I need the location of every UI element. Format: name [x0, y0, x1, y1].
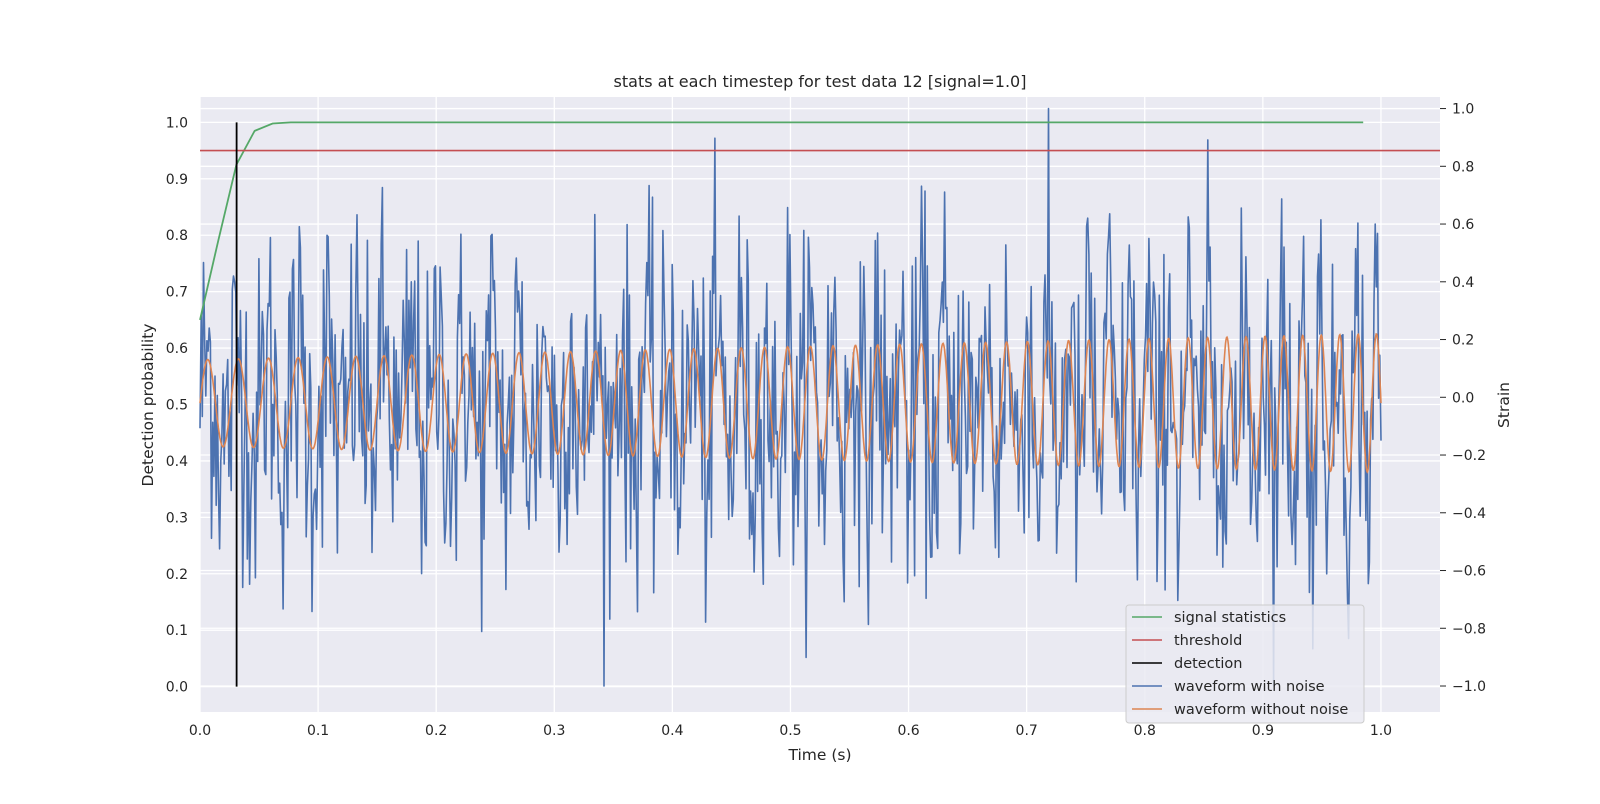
- right-tick-label: 1.0: [1452, 102, 1474, 118]
- right-tick-label: −0.2: [1452, 448, 1486, 464]
- legend-box: [1125, 604, 1365, 724]
- series-waveform-without-noise: [199, 332, 1382, 474]
- x-tick-label: 0.4: [661, 723, 683, 739]
- legend-label-waveform-with-noise: waveform with noise: [1174, 679, 1325, 695]
- left-tick-label: 0.4: [166, 454, 188, 470]
- left-tick-label: 0.9: [166, 172, 188, 188]
- left-tick-label: 0.5: [166, 398, 188, 414]
- series-signal-statistics: [199, 121, 1364, 321]
- left-tick-label: 0.7: [166, 285, 188, 301]
- right-tick-label: 0.0: [1452, 390, 1474, 406]
- right-tick-label: −0.4: [1452, 506, 1486, 522]
- right-tick-label: 0.6: [1452, 217, 1474, 233]
- legend-item-waveform-with-noise: waveform with noise: [1132, 679, 1325, 695]
- x-tick-label: 0.5: [779, 723, 801, 739]
- left-axis-label: Detection probability: [139, 324, 157, 487]
- right-axis-label: Strain: [1495, 382, 1513, 428]
- right-tick-label: 0.4: [1452, 275, 1474, 291]
- x-tick-label: 0.0: [189, 723, 211, 739]
- legend: signal statistics threshold detection wa…: [1125, 604, 1365, 724]
- left-axis-ticks: 0.0 0.1 0.2 0.3 0.4 0.5 0.6 0.7 0.8 0.9 1.0: [166, 115, 188, 695]
- legend-label-signal-statistics: signal statistics: [1174, 610, 1286, 626]
- x-tick-label: 0.3: [543, 723, 565, 739]
- right-axis-ticks: −1.0 −0.8 −0.6 −0.4 −0.2 0.0 0.2 0.4 0.6 0.8 1.0: [1440, 102, 1486, 695]
- x-tick-label: 0.1: [307, 723, 329, 739]
- right-tick-label: −0.8: [1452, 621, 1486, 637]
- right-tick-label: 0.8: [1452, 159, 1474, 175]
- left-tick-label: 0.8: [166, 228, 188, 244]
- x-tick-label: 0.6: [897, 723, 919, 739]
- x-tick-label: 0.9: [1252, 723, 1274, 739]
- x-tick-label: 0.7: [1016, 723, 1038, 739]
- legend-item-signal-statistics: signal statistics: [1132, 610, 1286, 626]
- legend-item-waveform-without-noise: waveform without noise: [1132, 702, 1348, 718]
- left-tick-label: 0.2: [166, 567, 188, 583]
- x-tick-label: 0.2: [425, 723, 447, 739]
- left-tick-label: 0.0: [166, 680, 188, 696]
- legend-item-threshold: threshold: [1132, 633, 1242, 649]
- legend-label-threshold: threshold: [1174, 633, 1242, 649]
- left-tick-label: 0.3: [166, 510, 188, 526]
- right-tick-label: −0.6: [1452, 564, 1486, 580]
- left-tick-label: 1.0: [166, 115, 188, 131]
- x-axis-ticks: 0.0 0.1 0.2 0.3 0.4 0.5 0.6 0.7 0.8 0.9 1.0: [189, 723, 1392, 739]
- right-tick-label: 0.2: [1452, 333, 1474, 349]
- x-tick-label: 0.8: [1134, 723, 1156, 739]
- chart-title: stats at each timestep for test data 12 …: [614, 72, 1027, 91]
- legend-label-waveform-without-noise: waveform without noise: [1174, 702, 1348, 718]
- legend-label-detection: detection: [1174, 656, 1242, 672]
- x-axis-label: Time (s): [787, 746, 851, 764]
- series-layer: [199, 107, 1440, 687]
- legend-item-detection: detection: [1132, 656, 1242, 672]
- x-tick-label: 1.0: [1370, 723, 1392, 739]
- left-tick-label: 0.6: [166, 341, 188, 357]
- left-tick-label: 0.1: [166, 623, 188, 639]
- series-waveform-with-noise: [199, 107, 1382, 687]
- right-tick-label: −1.0: [1452, 679, 1486, 695]
